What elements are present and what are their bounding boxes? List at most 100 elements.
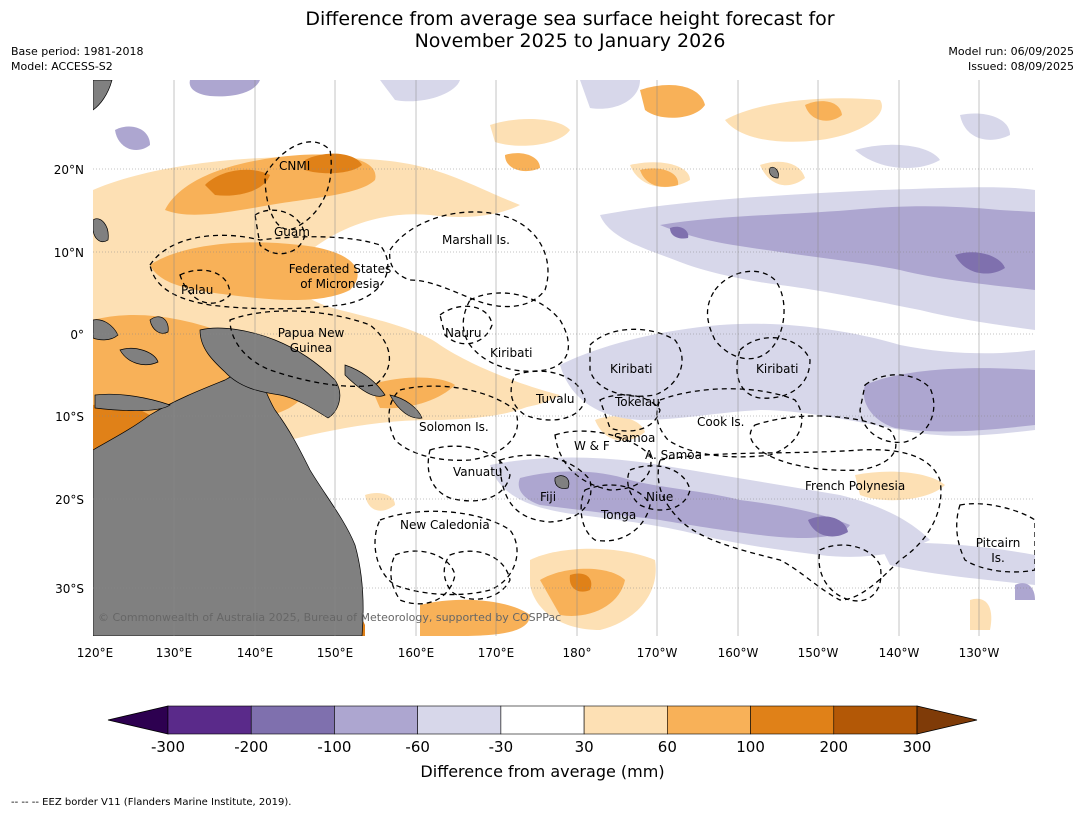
label-png-1: Papua New <box>278 326 345 340</box>
model-run-info: Model run: 06/09/2025 Issued: 08/09/2025 <box>948 44 1074 74</box>
graticule-parallels <box>93 168 1035 589</box>
colorbar-swatch <box>583 705 668 735</box>
colorbar-label: Difference from average (mm) <box>420 762 665 781</box>
lon-tick: 140°W <box>879 646 920 660</box>
positive-anomaly-light <box>855 471 945 501</box>
negative-anomaly-light <box>855 144 940 169</box>
positive-anomaly-medium <box>640 168 679 187</box>
colorbar-swatch <box>334 705 418 735</box>
positive-anomaly-light <box>93 156 560 412</box>
label-palau: Palau <box>181 283 213 297</box>
lon-tick: 160°W <box>718 646 759 660</box>
lon-tick: 180° <box>563 646 592 660</box>
issued-date: Issued: 08/09/2025 <box>967 60 1074 73</box>
lon-tick: 130°W <box>959 646 1000 660</box>
negative-anomaly-strong <box>955 252 1005 274</box>
label-wallis-futuna: W & F <box>574 439 610 453</box>
colorbar-overflow-arrow <box>916 705 978 735</box>
lat-tick: 0° <box>70 328 84 342</box>
land-island <box>119 348 159 365</box>
lon-tick: 170°W <box>637 646 678 660</box>
lat-tick: 20°N <box>54 163 84 177</box>
place-labels: CNMI Guam Marshall Is. Federated States … <box>181 159 1020 565</box>
title-line-1: Difference from average sea surface heig… <box>305 8 835 30</box>
positive-anomaly-strong <box>205 169 270 196</box>
colorbar-tick-label: -100 <box>317 738 351 756</box>
land-island <box>93 319 119 341</box>
map-title: Difference from average sea surface heig… <box>0 8 1085 52</box>
colorbar-underflow-arrow <box>107 705 169 735</box>
label-tonga: Tonga <box>600 508 636 522</box>
negative-anomaly-medium <box>189 80 260 97</box>
label-french-polynesia: French Polynesia <box>805 479 905 493</box>
lon-tick: 150°E <box>317 646 354 660</box>
colorbar-tick-label: 200 <box>819 738 848 756</box>
colorbar-tick-label: 300 <box>903 738 932 756</box>
negative-anomaly-light <box>960 113 1010 140</box>
longitude-axis: 120°E 130°E 140°E 150°E 160°E 170°E 180°… <box>77 646 1000 660</box>
land-island <box>389 394 423 419</box>
positive-anomaly-medium <box>505 153 540 172</box>
label-nauru: Nauru <box>445 326 481 340</box>
colorbar-tick-label: -30 <box>489 738 514 756</box>
land-hawaii <box>769 166 779 179</box>
lon-tick: 140°E <box>237 646 274 660</box>
eez-borders <box>149 141 1035 605</box>
colorbar-swatch <box>667 705 751 735</box>
label-tuvalu: Tuvalu <box>535 392 575 406</box>
negative-anomaly-light <box>580 80 640 109</box>
map-field: © Commonwealth of Australia 2025, Bureau… <box>93 80 1035 636</box>
label-kiribati-east: Kiribati <box>756 362 798 376</box>
lat-tick: 10°N <box>54 246 84 260</box>
lat-tick: 20°S <box>55 493 84 507</box>
label-micronesia-1: Federated States <box>289 262 391 276</box>
positive-anomaly-medium <box>540 568 625 616</box>
positive-anomaly-strong <box>305 153 362 174</box>
land-island <box>344 364 386 397</box>
positive-anomaly-strong <box>93 403 160 450</box>
negative-anomaly-light <box>380 80 460 102</box>
lon-tick: 160°E <box>398 646 435 660</box>
land-island <box>93 218 109 243</box>
label-micronesia-2: of Micronesia <box>300 277 380 291</box>
model-run: Model run: 06/09/2025 <box>948 45 1074 58</box>
lon-tick: 120°E <box>77 646 114 660</box>
label-cnmi: CNMI <box>279 159 310 173</box>
colorbar-tick-label: 60 <box>658 738 677 756</box>
lon-tick: 130°E <box>156 646 193 660</box>
label-guam: Guam <box>274 225 310 239</box>
positive-anomaly-medium <box>420 599 530 636</box>
negative-anomaly-medium <box>1015 583 1035 600</box>
label-vanuatu: Vanuatu <box>453 465 503 479</box>
positive-anomaly-light <box>970 598 992 630</box>
land-island <box>94 393 171 412</box>
graticule-meridians <box>173 80 980 636</box>
colorbar-tick-label: -200 <box>234 738 268 756</box>
base-period: Base period: 1981-2018 <box>11 45 144 58</box>
colorbar-swatch <box>417 705 502 735</box>
label-tokelau: Tokelau <box>614 395 660 409</box>
eez-footnote: -- -- -- EEZ border V11 (Flanders Marine… <box>11 797 292 808</box>
colorbar-tick-label: 100 <box>736 738 765 756</box>
label-marshall-islands: Marshall Is. <box>442 233 510 247</box>
colorbar-tick-label: -60 <box>405 738 430 756</box>
colorbar-boxes <box>107 705 978 735</box>
label-niue: Niue <box>646 490 673 504</box>
label-new-caledonia: New Caledonia <box>400 518 490 532</box>
copyright-credit: © Commonwealth of Australia 2025, Bureau… <box>98 611 561 624</box>
colorbar-swatch <box>250 705 335 735</box>
lat-tick: 10°S <box>55 410 84 424</box>
label-pitcairn-2: Is. <box>991 551 1005 565</box>
label-samoa: Samoa <box>614 431 655 445</box>
negative-anomaly-light <box>880 543 1035 585</box>
colorbar-swatch <box>833 705 918 735</box>
base-period-info: Base period: 1981-2018 Model: ACCESS-S2 <box>11 44 143 74</box>
land-new-guinea <box>199 327 341 419</box>
label-kiribati-central: Kiribati <box>610 362 652 376</box>
positive-anomaly-medium <box>370 377 455 409</box>
colorbar-swatch <box>167 705 252 735</box>
land-asia <box>93 80 113 111</box>
positive-anomaly-light <box>365 493 395 511</box>
lon-tick: 170°E <box>478 646 515 660</box>
